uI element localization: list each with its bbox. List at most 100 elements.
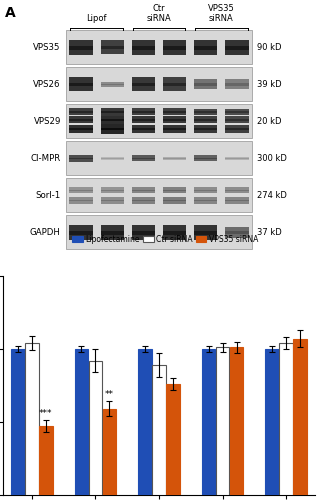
Bar	[103, 409, 116, 495]
Text: VPS35: VPS35	[33, 42, 61, 51]
Bar	[225, 40, 249, 55]
Bar	[225, 228, 249, 237]
Bar	[194, 226, 218, 239]
Bar	[163, 158, 186, 159]
Bar	[66, 104, 252, 138]
Text: **: **	[105, 390, 114, 398]
Bar	[100, 111, 124, 113]
Bar	[230, 348, 243, 495]
Bar	[69, 198, 93, 203]
Bar	[132, 200, 155, 202]
Text: Ctr
siRNA: Ctr siRNA	[147, 4, 171, 22]
Bar	[163, 46, 186, 50]
Bar	[132, 83, 155, 86]
Bar	[89, 360, 102, 495]
Bar	[225, 80, 249, 89]
Bar	[69, 119, 93, 120]
Text: 39 kD: 39 kD	[257, 80, 282, 89]
Bar	[69, 124, 93, 133]
Text: ***: ***	[39, 408, 52, 418]
Bar	[163, 187, 186, 194]
Bar	[163, 156, 186, 160]
Bar	[69, 158, 93, 160]
Bar	[66, 30, 252, 64]
Bar	[225, 119, 249, 120]
Bar	[294, 338, 307, 495]
Text: VPS35
siRNA: VPS35 siRNA	[208, 4, 235, 22]
Bar	[69, 111, 93, 113]
Bar	[132, 158, 155, 160]
Bar	[39, 426, 52, 495]
Bar	[66, 216, 252, 250]
Bar	[225, 187, 249, 194]
Bar	[163, 198, 186, 203]
Bar	[225, 158, 249, 159]
Bar	[225, 200, 249, 202]
Bar	[100, 40, 124, 54]
Bar	[163, 77, 186, 92]
Bar	[280, 343, 293, 495]
Bar	[11, 349, 24, 495]
Bar	[163, 200, 186, 202]
Bar	[163, 226, 186, 239]
Bar	[163, 108, 186, 115]
Bar	[100, 190, 124, 191]
Bar	[163, 128, 186, 130]
Text: Sorl-1: Sorl-1	[36, 191, 61, 200]
Bar	[66, 67, 252, 102]
Bar	[194, 83, 218, 86]
Bar	[132, 119, 155, 120]
Bar	[69, 108, 93, 115]
Bar	[132, 128, 155, 130]
Bar	[166, 384, 180, 495]
Bar	[132, 108, 155, 115]
Bar	[100, 198, 124, 203]
Bar	[69, 46, 93, 50]
Bar	[132, 187, 155, 194]
Bar	[225, 111, 249, 112]
Text: 20 kD: 20 kD	[257, 117, 282, 126]
Bar	[100, 187, 124, 194]
Bar	[100, 231, 124, 234]
Bar	[132, 226, 155, 239]
Bar	[69, 226, 93, 239]
Text: 274 kD: 274 kD	[257, 191, 287, 200]
Bar	[138, 349, 152, 495]
Bar	[132, 40, 155, 55]
Bar	[66, 178, 252, 212]
Bar	[194, 79, 218, 90]
Legend: Lipofectamine, Ctr siRNA, VPS35 siRNA: Lipofectamine, Ctr siRNA, VPS35 siRNA	[69, 232, 261, 246]
Text: VPS29: VPS29	[33, 117, 61, 126]
Bar	[194, 46, 218, 50]
Bar	[194, 108, 218, 115]
Bar	[132, 116, 155, 124]
Text: VPS26: VPS26	[33, 80, 61, 89]
Bar	[100, 108, 124, 116]
Bar	[225, 190, 249, 191]
Text: Lipof: Lipof	[86, 14, 107, 22]
Bar	[225, 125, 249, 132]
Bar	[152, 365, 166, 495]
Bar	[132, 198, 155, 203]
Bar	[66, 142, 252, 176]
Bar	[100, 119, 124, 121]
Bar	[69, 40, 93, 55]
Bar	[132, 156, 155, 162]
Bar	[100, 128, 124, 130]
Bar	[132, 77, 155, 92]
Bar	[194, 158, 218, 160]
Bar	[163, 40, 186, 55]
Bar	[194, 119, 218, 120]
Bar	[266, 349, 279, 495]
Text: A: A	[5, 6, 16, 20]
Bar	[216, 348, 229, 495]
Bar	[225, 116, 249, 123]
Bar	[132, 190, 155, 191]
Text: CI-MPR: CI-MPR	[31, 154, 61, 163]
Bar	[194, 200, 218, 202]
Bar	[225, 108, 249, 115]
Bar	[225, 128, 249, 130]
Bar	[69, 128, 93, 130]
Bar	[163, 190, 186, 191]
Bar	[100, 200, 124, 202]
